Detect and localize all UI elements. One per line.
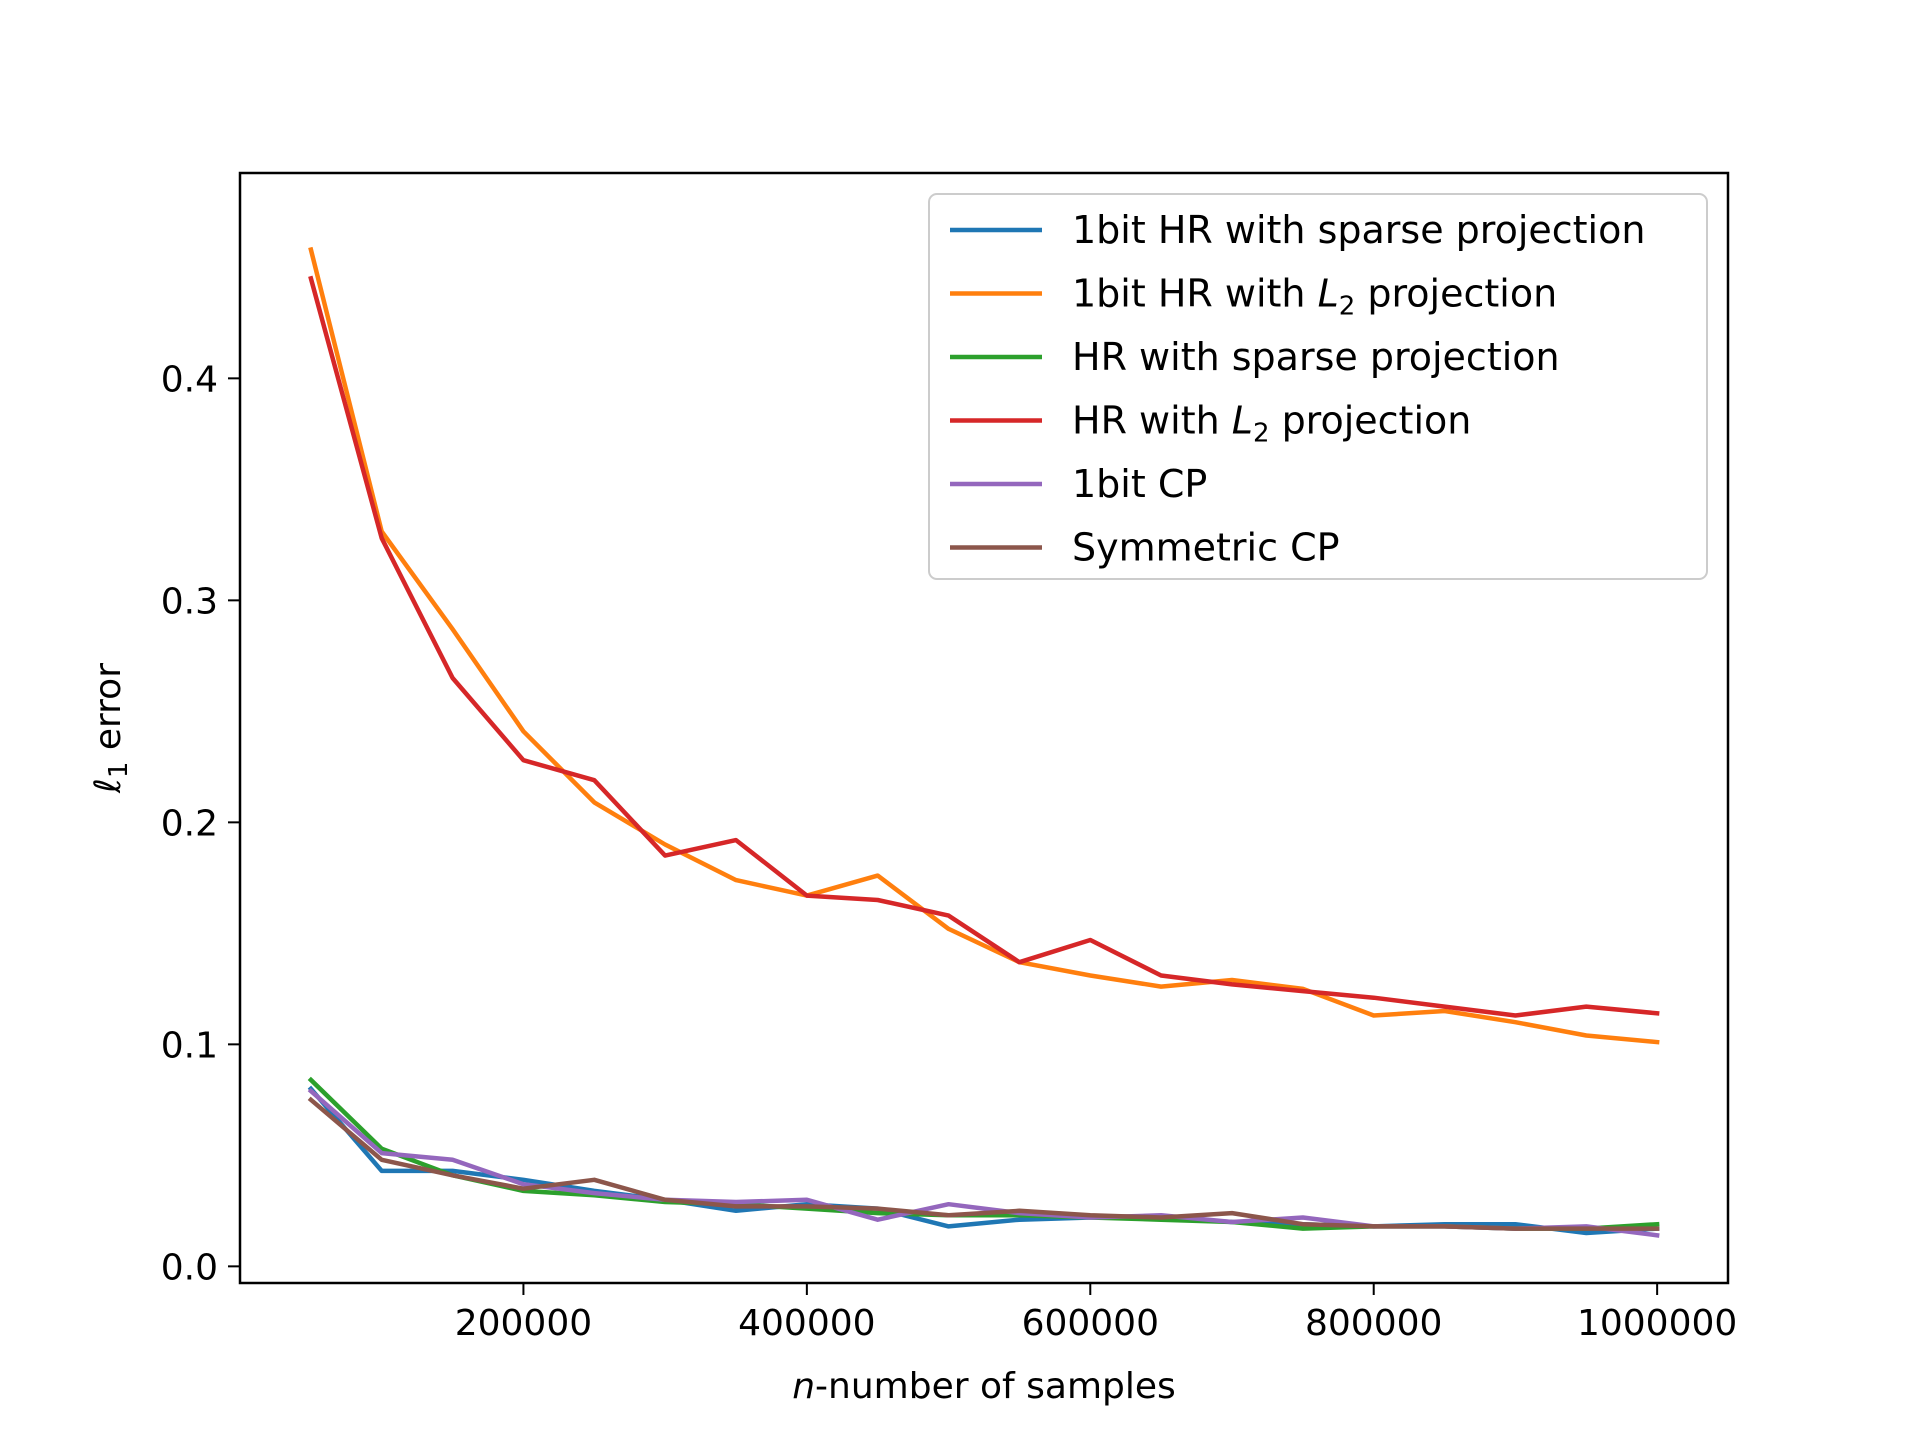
legend-label: 1bit HR with L2 projection [1072, 272, 1557, 322]
series-line-6 [307, 1096, 1660, 1231]
series-line-2 [308, 246, 1660, 1045]
series-line-4 [308, 275, 1660, 1018]
plot-lines [307, 246, 1660, 1238]
legend-label: 1bit CP [1072, 462, 1207, 506]
legend: 1bit HR with sparse projection 1bit HR wi… [928, 193, 1708, 580]
legend-label: HR with L2 projection [1072, 399, 1471, 449]
axes-frame [238, 171, 1730, 1285]
legend-label: HR with sparse projection [1072, 335, 1560, 379]
legend-box [928, 193, 1708, 580]
y-tick-label: 0.0 [161, 1247, 218, 1288]
x-tick-label: 800000 [1305, 1303, 1442, 1344]
x-tick-label: 200000 [455, 1303, 592, 1344]
x-tick-label: 600000 [1022, 1303, 1159, 1344]
y-tick-label: 0.2 [161, 803, 218, 844]
x-tick-label: 1000000 [1577, 1303, 1737, 1344]
x-axis-label: n-number of samples [792, 1366, 1176, 1407]
y-tick-label: 0.4 [161, 359, 218, 400]
y-axis-label: ℓ1 error [88, 663, 134, 794]
y-tick-label: 0.1 [161, 1025, 218, 1066]
x-tick-label: 400000 [738, 1303, 875, 1344]
legend-label: Symmetric CP [1072, 526, 1340, 570]
legend-label: 1bit HR with sparse projection [1072, 208, 1645, 252]
y-tick-label: 0.3 [161, 581, 218, 622]
x-axis: 200000 400000 600000 800000 1000000 [455, 1283, 1737, 1344]
y-axis: 0.0 0.1 0.2 0.3 0.4 [161, 359, 240, 1288]
